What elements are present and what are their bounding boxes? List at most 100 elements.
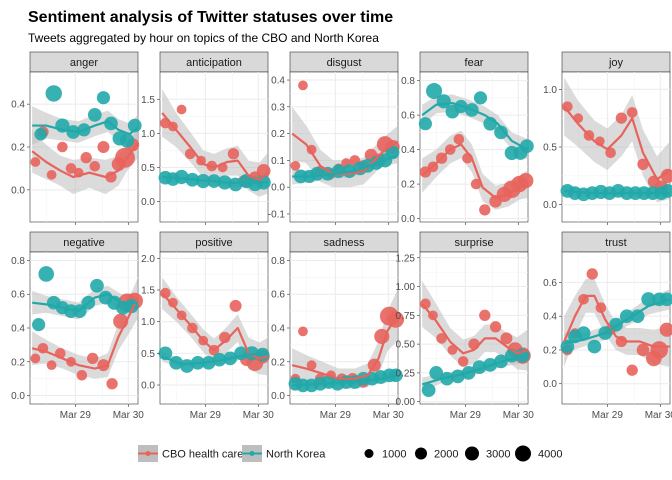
panel-disgust: disgust -0.1 0.0 0.1 0.2 0.3 0.4: [268, 51, 400, 225]
nk-data-point: [418, 117, 432, 131]
y-tick-label: 1.0: [543, 85, 557, 96]
strip-label-joy: joy: [608, 57, 624, 69]
y-tick-label: 0.0: [11, 391, 25, 402]
cbo-data-point: [626, 107, 638, 118]
strip-label-sadness: sadness: [324, 237, 365, 249]
x-tick-label: Mar 29: [60, 410, 92, 421]
cbo-confidence-band: [162, 89, 268, 197]
y-tick-label: 0.0: [11, 185, 25, 196]
y-tick-label: -0.1: [268, 209, 286, 220]
nk-data-point: [90, 278, 104, 293]
nk-data-point: [174, 169, 189, 185]
nk-data-point: [440, 371, 454, 386]
nk-data-point: [576, 326, 591, 340]
y-tick-label: 1.0: [141, 317, 155, 328]
legend-size-label-3000: 3000: [486, 449, 510, 461]
strip-label-trust: trust: [605, 237, 626, 249]
nk-trend-line: [32, 293, 138, 313]
cbo-data-point: [290, 160, 301, 171]
x-tick-label: Mar 30: [503, 410, 535, 421]
nk-trend-line: [421, 101, 529, 151]
cbo-data-point: [489, 321, 502, 333]
nk-data-point: [426, 82, 443, 99]
cbo-data-point: [86, 352, 99, 365]
y-tick-label: 1.25: [396, 253, 416, 264]
y-tick-label: 0.4: [271, 324, 285, 335]
nk-data-point: [660, 183, 672, 198]
y-tick-label: 0.2: [11, 357, 25, 368]
x-tick-label: Mar 30: [645, 410, 672, 421]
cbo-data-point: [160, 287, 171, 299]
nk-data-point: [34, 127, 48, 141]
y-tick-label: 0.50: [396, 340, 416, 351]
y-tick-label: 0.2: [271, 357, 285, 368]
nk-data-point: [158, 346, 173, 361]
nk-data-point: [120, 133, 135, 148]
cbo-data-point: [80, 152, 92, 164]
cbo-trend-line: [291, 313, 399, 380]
y-tick-label: 0.5: [543, 143, 557, 154]
chart-subtitle: Tweets aggregated by hour on topics of t…: [28, 31, 379, 45]
nk-data-point: [96, 91, 111, 105]
nk-trend-line: [563, 298, 671, 345]
y-tick-label: 0.4: [401, 145, 415, 156]
strip-label-positive: positive: [195, 237, 232, 249]
y-tick-label: 0.4: [271, 76, 285, 87]
nk-data-point: [494, 125, 508, 140]
legend-series-nk: North Korea: [242, 445, 326, 462]
cbo-data-point: [659, 322, 672, 337]
cbo-data-point: [626, 364, 638, 376]
y-tick-label: 1.5: [141, 286, 155, 297]
nk-data-point: [228, 177, 243, 192]
panel-bg-positive: [159, 251, 269, 405]
nk-data-point: [473, 91, 488, 105]
cbo-data-point: [46, 360, 57, 371]
y-tick-label: 0.3: [271, 102, 285, 113]
y-tick-label: 0.0: [271, 391, 285, 402]
cbo-data-point: [420, 298, 431, 310]
panel-trust: trust 0.0 0.2 0.4 0.6 Mar 29 Mar 30: [543, 231, 672, 421]
nk-trend-line: [161, 352, 269, 366]
y-tick-label: 0.8: [401, 76, 415, 87]
cbo-data-point: [637, 158, 649, 170]
nk-data-point: [127, 118, 142, 133]
strip-label-disgust: disgust: [327, 57, 362, 69]
y-tick-label: 0.4: [543, 312, 557, 323]
nk-trend-line: [32, 120, 139, 136]
cbo-data-point: [479, 204, 491, 216]
panel-joy: joy 0.0 0.5 1.0: [543, 51, 672, 225]
y-tick-label: 0.0: [271, 183, 285, 194]
cbo-data-point: [615, 112, 628, 124]
nk-data-point: [630, 309, 645, 324]
nk-trend-line: [292, 374, 399, 387]
y-tick-label: 0.2: [401, 180, 415, 191]
legend-size-label-1000: 1000: [382, 449, 406, 461]
legend-label-nk: North Korea: [266, 449, 326, 461]
legend-key-nk-dot: [249, 451, 255, 456]
nk-data-point: [659, 292, 672, 307]
nk-data-point: [45, 85, 62, 102]
x-tick-label: Mar 29: [592, 410, 624, 421]
x-tick-label: Mar 29: [190, 410, 222, 421]
y-tick-label: 0.0: [401, 214, 415, 225]
cbo-trend-line: [291, 132, 399, 175]
legend-size-dot-2000: [415, 447, 427, 460]
cbo-data-point: [57, 141, 68, 153]
cbo-data-point: [76, 369, 88, 381]
y-tick-label: 0.5: [141, 163, 155, 174]
cbo-data-point: [479, 309, 491, 321]
y-tick-label: 1.00: [396, 282, 416, 293]
x-tick-label: Mar 30: [113, 410, 145, 421]
cbo-trend-line: [31, 297, 139, 370]
strip-label-negative: negative: [63, 237, 105, 249]
x-tick-label: Mar 30: [243, 410, 275, 421]
y-tick-label: 0.6: [543, 278, 557, 289]
chart-title: Sentiment analysis of Twitter statuses o…: [28, 9, 393, 26]
y-tick-label: 0.00: [396, 397, 416, 408]
cbo-data-point: [518, 173, 534, 189]
cbo-data-point: [46, 169, 57, 180]
cbo-data-point: [176, 104, 187, 115]
y-tick-label: 2.0: [141, 254, 155, 265]
y-tick-label: 0.4: [11, 324, 25, 335]
